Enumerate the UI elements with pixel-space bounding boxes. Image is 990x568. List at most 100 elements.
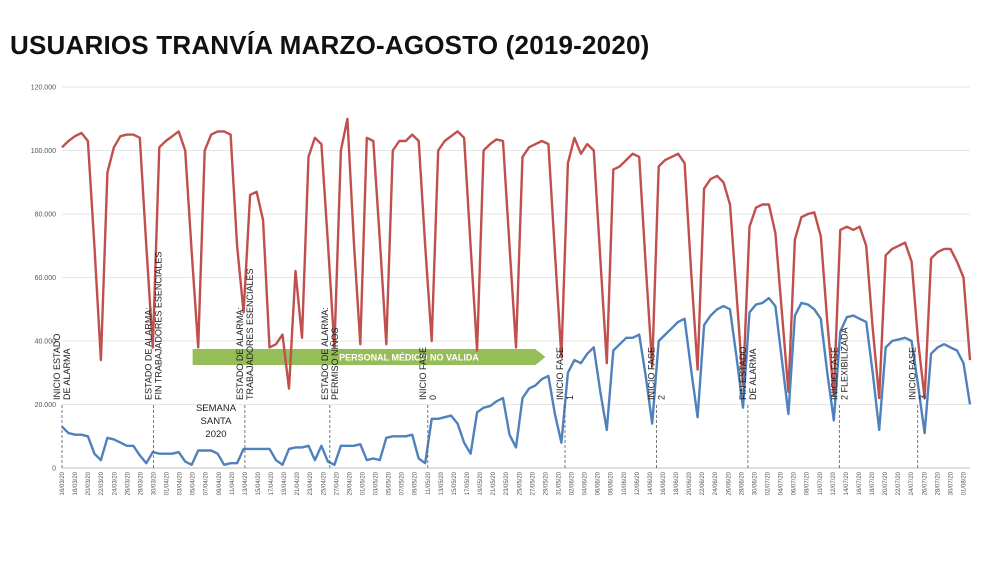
x-tick-label: 13/04/20 — [243, 471, 249, 495]
x-tick-label: 17/05/20 — [465, 471, 471, 495]
x-tick-label: 27/04/20 — [334, 471, 340, 495]
x-tick-label: 12/07/20 — [831, 471, 837, 495]
x-tick-label: 22/07/20 — [896, 471, 902, 495]
annotation-line-2: DE ALARMA — [62, 348, 72, 400]
x-tick-label: 26/07/20 — [922, 471, 928, 495]
series-lines — [61, 117, 972, 466]
y-tick-label: 40.000 — [35, 339, 57, 346]
x-tick-label: 02/07/20 — [765, 471, 771, 495]
x-tick-label: 23/04/20 — [308, 471, 314, 495]
x-tick-label: 15/04/20 — [256, 471, 262, 495]
y-tick-label: 0 — [52, 466, 56, 473]
semana-santa-label: SANTA — [201, 416, 233, 427]
series-line-1 — [61, 117, 972, 400]
x-tick-label: 03/05/20 — [374, 471, 380, 495]
annotation-line-1: ESTADO DE ALARMA: — [143, 307, 153, 400]
x-tick-label: 17/04/20 — [269, 471, 275, 495]
x-tick-label: 19/04/20 — [282, 471, 288, 495]
x-tick-label: 22/06/20 — [700, 471, 706, 495]
annotation-line-2: FIN TRABAJADORES ESENCIALES — [153, 252, 163, 400]
annotation-line-2: PERMISO NIÑOS — [330, 327, 340, 400]
annotation-line-2: 2 — [656, 395, 666, 400]
x-tick-label: 14/07/20 — [844, 471, 850, 495]
x-tick-label: 10/07/20 — [818, 471, 824, 495]
x-tick-label: 18/06/20 — [674, 471, 680, 495]
chart-title: USUARIOS TRANVÍA MARZO-AGOSTO (2019-2020… — [10, 30, 650, 60]
x-tick-label: 09/04/20 — [217, 471, 223, 495]
x-tick-label: 27/05/20 — [530, 471, 536, 495]
x-tick-label: 06/07/20 — [792, 471, 798, 495]
annotation-line-1: INICIO ESTADO — [52, 334, 62, 400]
annotation-label: INICIO FASE2 — [646, 347, 666, 400]
annotation-line-1: INICIO FASE — [555, 347, 565, 400]
x-tick-label: 29/05/20 — [543, 471, 549, 495]
annotation-label: INICIO ESTADODE ALARMA — [52, 334, 72, 400]
x-tick-label: 22/03/20 — [99, 471, 105, 495]
band-label: PERSONAL MÉDICO NO VALIDA — [339, 353, 479, 363]
y-tick-label: 60.000 — [35, 275, 57, 282]
x-tick-label: 21/05/20 — [491, 471, 497, 495]
annotation-label: INICIO FASE2 FLEXIBILIZADA — [829, 327, 849, 400]
x-tick-label: 04/07/20 — [779, 471, 785, 495]
annotation-line-1: INICIO FASE — [646, 347, 656, 400]
x-tick-label: 02/06/20 — [570, 471, 576, 495]
y-tick-label: 120.000 — [31, 85, 56, 92]
annotation-label: ESTADO DE ALARMA:PERMISO NIÑOS — [320, 307, 340, 400]
semana-santa-label: 2020 — [205, 429, 226, 440]
x-tick-label: 30/06/20 — [752, 471, 758, 495]
x-tick-label: 07/04/20 — [204, 471, 210, 495]
series-line-2 — [61, 296, 972, 466]
annotation-line-2: 2 FLEXIBILIZADA — [839, 327, 849, 400]
x-tick-label: 28/07/20 — [935, 471, 941, 495]
x-tick-label: 26/03/20 — [125, 471, 131, 495]
x-tick-label: 09/05/20 — [413, 471, 419, 495]
x-tick-label: 05/05/20 — [387, 471, 393, 495]
x-tick-label: 04/06/20 — [583, 471, 589, 495]
annotation-line-2: 3 — [918, 395, 928, 400]
annotation-label: ESTADO DE ALARMA:TRABAJADORES ESENCIALES — [235, 268, 255, 400]
x-tick-label: 18/07/20 — [870, 471, 876, 495]
annotation-label: ESTADO DE ALARMA:FIN TRABAJADORES ESENCI… — [143, 252, 163, 400]
x-tick-label: 20/06/20 — [687, 471, 693, 495]
annotation-line-1: ESTADO DE ALARMA: — [320, 307, 330, 400]
x-tick-label: 11/05/20 — [426, 471, 432, 495]
x-tick-label: 12/06/20 — [635, 471, 641, 495]
x-tick-label: 14/06/20 — [648, 471, 654, 495]
x-tick-label: 18/03/20 — [73, 471, 79, 495]
annotation-line-1: FIN ESTADO — [738, 347, 748, 400]
annotation-label: INICIO FASE1 — [555, 347, 575, 400]
x-tick-label: 16/03/20 — [60, 471, 66, 495]
x-tick-label: 06/06/20 — [596, 471, 602, 495]
x-tick-label: 30/03/20 — [151, 471, 157, 495]
annotation-line-1: INICIO FASE — [418, 347, 428, 400]
y-tick-label: 100.000 — [31, 148, 56, 155]
x-tick-label: 05/04/20 — [191, 471, 197, 495]
x-tick-label: 25/04/20 — [321, 471, 327, 495]
x-tick-label: 19/05/20 — [478, 471, 484, 495]
x-tick-label: 20/03/20 — [86, 471, 92, 495]
x-tick-label: 08/07/20 — [805, 471, 811, 495]
x-tick-label: 13/05/20 — [439, 471, 445, 495]
x-tick-label: 01/08/20 — [961, 471, 967, 495]
x-tick-label: 01/04/20 — [165, 471, 171, 495]
annotation-label: INICIO FASE3 — [908, 347, 928, 400]
y-tick-label: 20.000 — [35, 402, 57, 409]
annotation-line-2: 0 — [428, 395, 438, 400]
x-tick-label: 28/03/20 — [138, 471, 144, 495]
x-axis: 16/03/20 18/03/20 20/03/20 22/03/20 24/03/20… — [60, 471, 967, 495]
band-arrow — [192, 349, 546, 365]
x-tick-label: 16/06/20 — [661, 471, 667, 495]
x-tick-label: 08/06/20 — [609, 471, 615, 495]
annotation-line-2: DE ALARMA — [748, 348, 758, 400]
x-tick-label: 29/04/20 — [347, 471, 353, 495]
annotation-label: FIN ESTADODE ALARMA — [738, 347, 758, 400]
x-tick-label: 26/06/20 — [726, 471, 732, 495]
semana-santa-label: SEMANA — [196, 403, 237, 414]
x-tick-label: 11/04/20 — [230, 471, 236, 495]
x-tick-label: 24/07/20 — [909, 471, 915, 495]
x-tick-label: 01/05/20 — [360, 471, 366, 495]
x-tick-label: 28/06/20 — [739, 471, 745, 495]
x-tick-label: 21/04/20 — [295, 471, 301, 495]
y-axis: 0 20.000 40.000 60.000 80.000 100.000 120.000 — [31, 85, 56, 473]
